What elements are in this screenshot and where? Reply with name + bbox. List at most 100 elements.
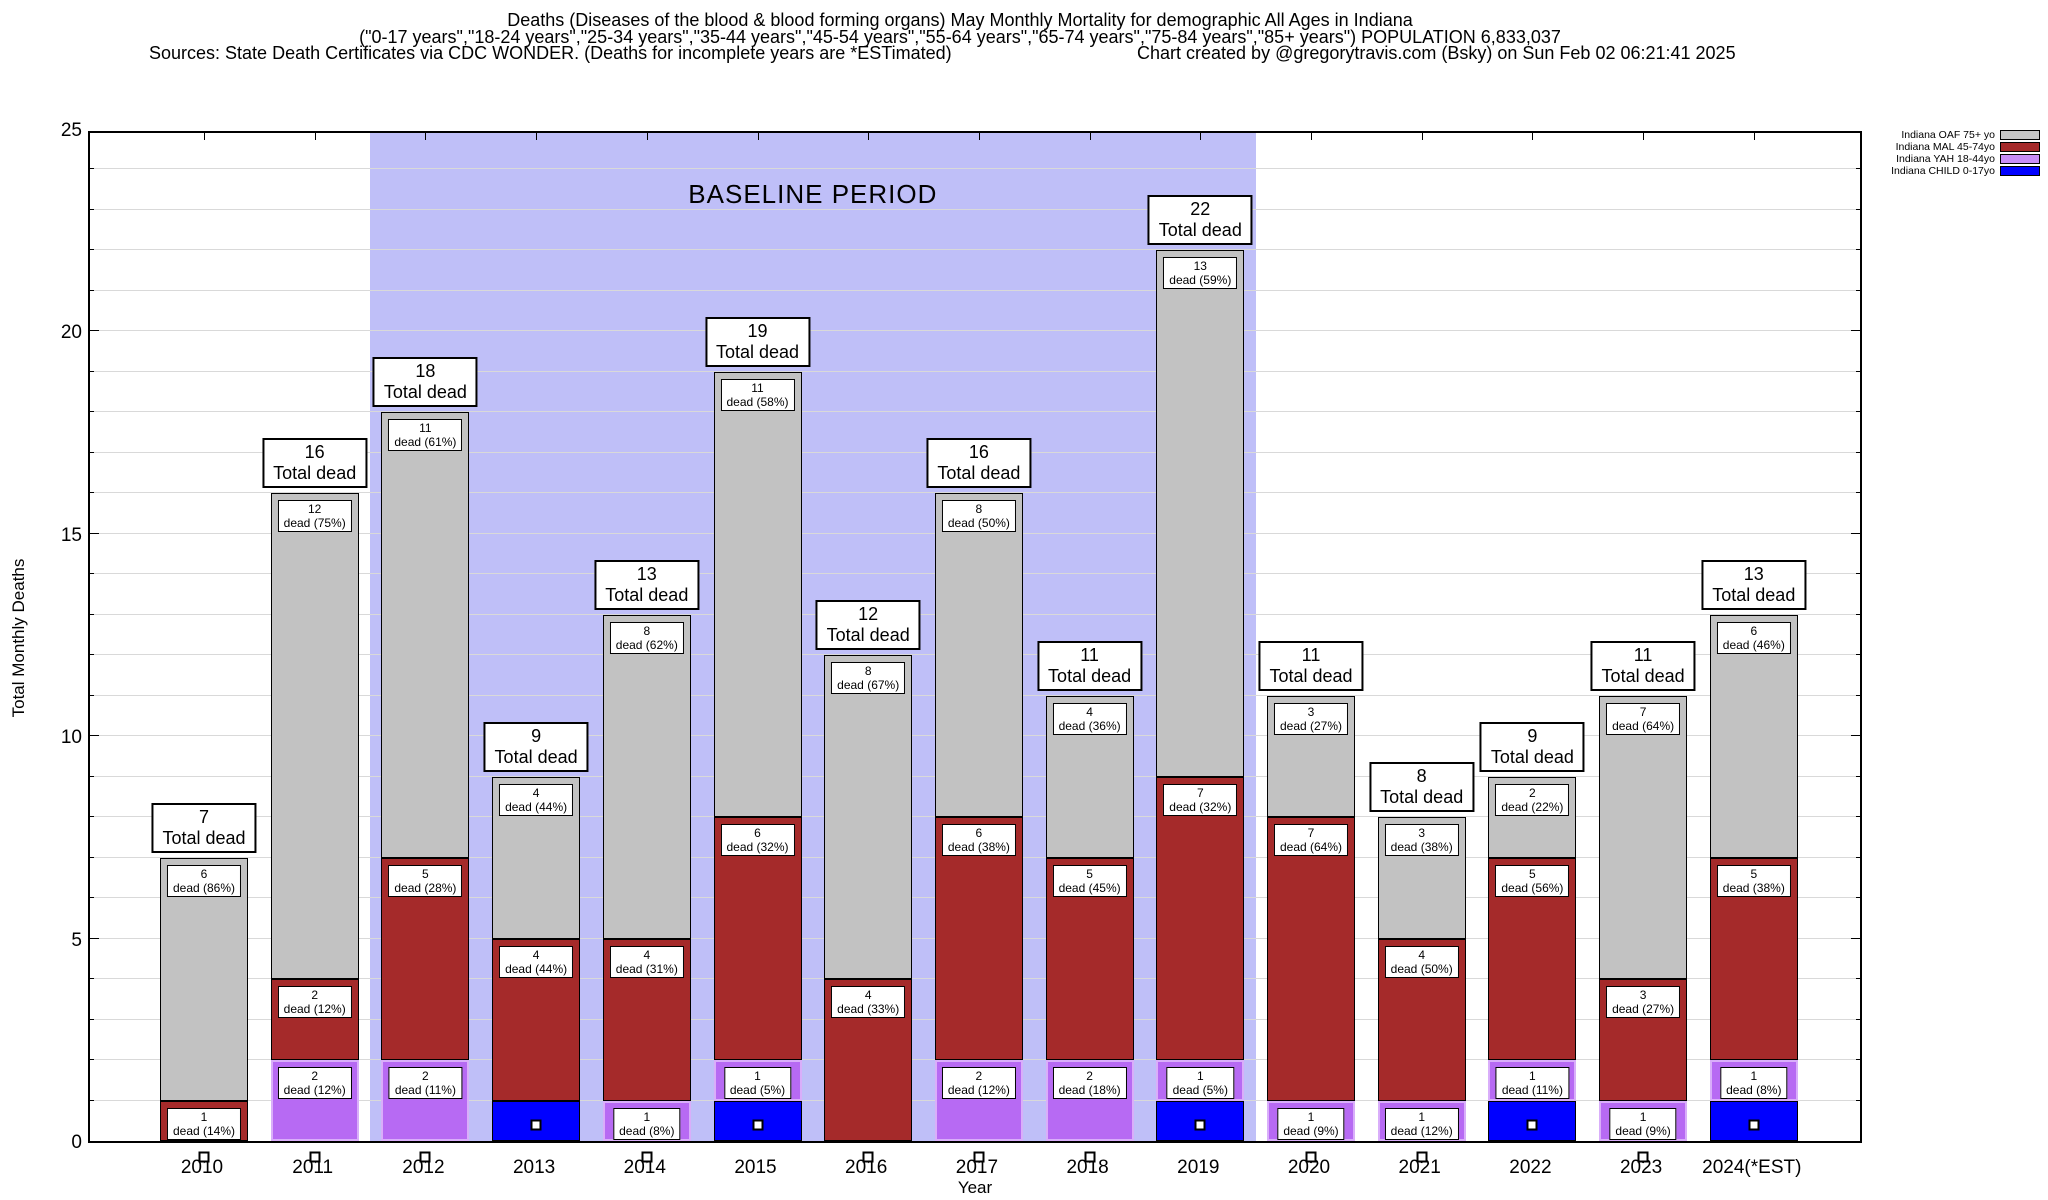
total-label-2023: 11 Total dead — [1590, 640, 1696, 691]
total-label-2022: 9 Total dead — [1479, 721, 1585, 772]
legend-label: Indiana CHILD 0-17yo — [1891, 165, 1995, 177]
segment-label-2018-MAL: 5 dead (45%) — [1052, 864, 1127, 897]
y-tick-mark — [1856, 856, 1860, 858]
child-marker-2022 — [1526, 1119, 1538, 1131]
bar-segment-2011-OAF — [270, 493, 359, 980]
bar-segment-2014-OAF — [602, 614, 691, 939]
bar-segment-2017-MAL — [934, 817, 1023, 1061]
x-tick-label: 2016 — [845, 1157, 888, 1178]
credit-line: Chart created by @gregorytravis.com (Bsk… — [1137, 43, 1736, 63]
x-tick-label: 2018 — [1066, 1157, 1109, 1178]
bar-segment-2015-OAF — [713, 371, 802, 818]
y-tick-mark — [90, 775, 94, 777]
gridline — [90, 370, 1860, 372]
y-tick-mark — [1856, 451, 1860, 453]
x-tick-mark — [1753, 133, 1755, 140]
child-marker-2020 — [1305, 1151, 1317, 1163]
x-tick-mark — [868, 133, 870, 140]
child-marker-2010 — [198, 1151, 210, 1163]
x-tick-mark — [536, 133, 538, 140]
y-tick-mark — [1856, 168, 1860, 170]
y-tick-mark — [1856, 1099, 1860, 1101]
y-tick-label: 15 — [60, 524, 82, 546]
y-tick-mark — [1851, 735, 1860, 737]
x-tick-label: 2014 — [623, 1157, 666, 1178]
x-tick-mark — [1643, 133, 1645, 140]
segment-label-2012-YAH: 2 dead (11%) — [388, 1067, 462, 1100]
child-marker-2015 — [752, 1119, 763, 1131]
x-tick-mark — [978, 133, 980, 140]
y-tick-mark — [1856, 1059, 1860, 1061]
sources-line: Sources: State Death Certificates via CD… — [149, 43, 952, 63]
segment-label-2019-MAL: 7 dead (32%) — [1163, 783, 1238, 816]
x-tick-label: 2019 — [1177, 1157, 1220, 1178]
y-tick-mark — [1856, 573, 1860, 575]
segment-label-2011-MAL: 2 dead (12%) — [277, 986, 352, 1019]
segment-label-2018-OAF: 4 dead (36%) — [1052, 702, 1127, 735]
plot-area: BASELINE PERIOD 1 dead (14%) 6 dead (86%) 7 To… — [88, 131, 1862, 1163]
segment-label-2021-MAL: 4 dead (50%) — [1384, 945, 1459, 978]
bar-segment-2016-OAF — [824, 655, 913, 980]
y-tick-mark — [90, 168, 94, 170]
y-tick-mark — [90, 1059, 94, 1061]
segment-label-2023-OAF: 7 dead (64%) — [1606, 702, 1681, 735]
y-tick-mark — [90, 411, 94, 413]
segment-label-2011-YAH: 2 dead (12%) — [277, 1067, 352, 1100]
y-tick-mark — [90, 330, 99, 332]
segment-label-2020-OAF: 3 dead (27%) — [1273, 702, 1349, 735]
legend-swatch — [2000, 130, 2040, 140]
y-tick-mark — [1856, 654, 1860, 656]
bar-segment-2023-OAF — [1599, 695, 1688, 980]
y-tick-mark — [1856, 978, 1860, 980]
child-marker-2014 — [641, 1151, 653, 1163]
x-tick-mark — [1311, 133, 1312, 140]
segment-label-2013-OAF: 4 dead (44%) — [499, 783, 574, 816]
baseline-period-label: BASELINE PERIOD — [688, 179, 938, 209]
x-tick-label: 2015 — [734, 1157, 777, 1178]
y-tick-label: 20 — [60, 322, 82, 344]
segment-label-2019-YAH: 1 dead (5%) — [1166, 1067, 1234, 1100]
legend-label: Indiana OAF 75+ yo — [1901, 129, 1995, 141]
bar-segment-2012-OAF — [381, 412, 470, 858]
gridline — [90, 492, 1860, 494]
y-tick-mark — [1856, 208, 1860, 210]
y-tick-mark — [1856, 775, 1860, 777]
x-tick-mark — [425, 133, 427, 140]
legend: Indiana OAF 75+ yo Indiana MAL 45-74yo Ind… — [1891, 129, 2040, 177]
child-marker-2017 — [973, 1151, 985, 1163]
bar-segment-2019-MAL — [1156, 776, 1245, 1061]
bar-segment-2020-MAL — [1267, 817, 1355, 1101]
segment-label-2024(*EST)-OAF: 6 dead (46%) — [1716, 621, 1791, 654]
segment-label-2024(*EST)-YAH: 1 dead (8%) — [1720, 1067, 1788, 1100]
bar-segment-2010-OAF — [160, 857, 248, 1101]
y-tick-mark — [90, 573, 94, 575]
gridline — [90, 330, 1860, 332]
segment-label-2011-OAF: 12 dead (75%) — [277, 500, 352, 533]
legend-row: Indiana OAF 75+ yo — [1891, 129, 2040, 141]
x-tick-mark — [1421, 133, 1423, 140]
y-tick-mark — [90, 816, 94, 818]
segment-label-2015-OAF: 11 dead (58%) — [720, 378, 795, 411]
x-tick-label: 2021 — [1398, 1157, 1441, 1178]
y-tick-mark — [90, 249, 94, 251]
y-tick-mark — [90, 654, 94, 656]
total-label-2010: 7 Total dead — [151, 802, 257, 853]
segment-label-2019-OAF: 13 dead (59%) — [1163, 257, 1238, 290]
gridline — [90, 411, 1860, 413]
x-tick-label: 2023 — [1619, 1157, 1663, 1178]
x-tick-mark — [646, 133, 648, 140]
segment-label-2022-OAF: 2 dead (22%) — [1495, 783, 1570, 816]
total-label-2011: 16 Total dead — [262, 438, 368, 489]
y-tick-mark — [1856, 289, 1860, 291]
y-tick-mark — [1856, 694, 1860, 696]
chart-title-line1: Deaths (Diseases of the blood & blood fo… — [507, 10, 1413, 30]
segment-label-2014-YAH: 1 dead (8%) — [613, 1107, 681, 1140]
segment-label-2022-YAH: 1 dead (11%) — [1495, 1067, 1569, 1100]
y-tick-mark — [90, 613, 94, 615]
y-tick-mark — [1856, 613, 1860, 615]
legend-swatch — [2000, 142, 2040, 152]
y-tick-mark — [1856, 249, 1860, 251]
segment-label-2020-YAH: 1 dead (9%) — [1277, 1107, 1345, 1140]
y-tick-mark — [90, 370, 94, 372]
segment-label-2010-OAF: 6 dead (86%) — [166, 864, 242, 897]
